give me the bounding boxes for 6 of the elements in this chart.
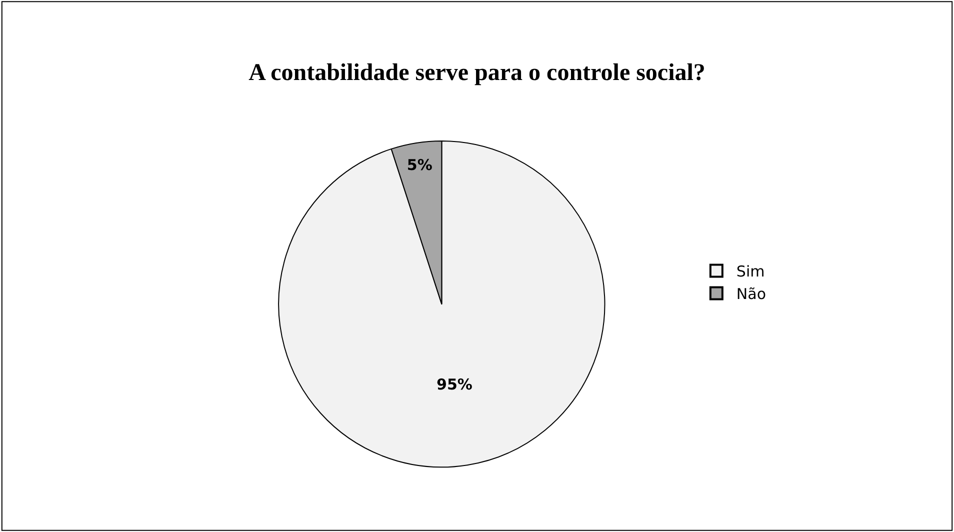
chart-title: A contabilidade serve para o controle social?: [248, 60, 706, 86]
pie-slice: [278, 140, 606, 468]
data-label: 5%: [406, 156, 432, 174]
legend-label: Não: [736, 285, 766, 304]
legend-label: Sim: [736, 262, 765, 281]
data-label: 95%: [436, 376, 472, 394]
